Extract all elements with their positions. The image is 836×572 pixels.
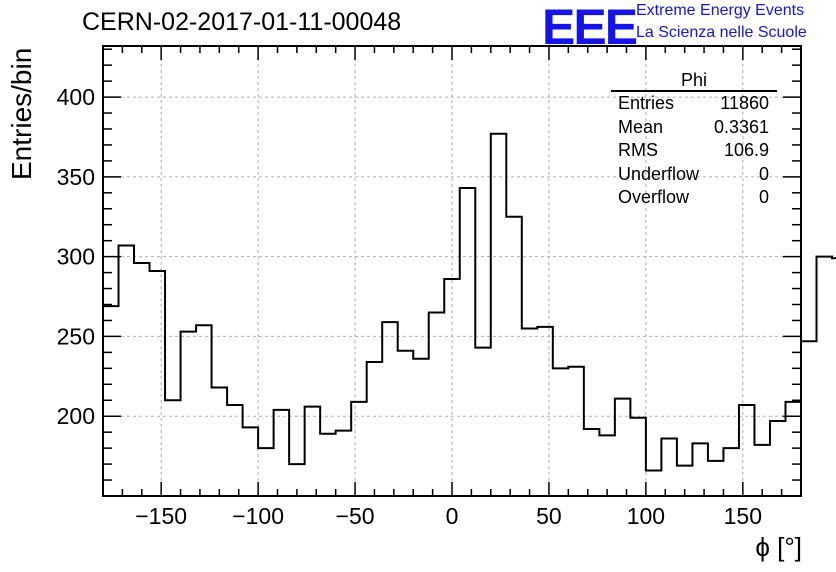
stats-row-entries: Entries 11860 — [611, 92, 777, 116]
stats-value: 0 — [758, 187, 769, 207]
histogram-bin — [150, 271, 166, 496]
histogram-bin — [475, 348, 491, 496]
y-tick-label: 200 — [57, 403, 95, 429]
histogram-bin — [817, 257, 833, 496]
histogram-bin — [227, 405, 243, 496]
histogram-bin — [584, 429, 600, 496]
histogram-bin — [165, 400, 181, 496]
x-tick-label: −150 — [135, 503, 187, 529]
stats-value: 106.9 — [723, 140, 769, 160]
histogram-bin — [336, 431, 352, 496]
stats-box: Phi Entries 11860 Mean 0.3361 RMS 106.9 … — [611, 70, 777, 210]
stats-row-rms: RMS 106.9 — [611, 139, 777, 163]
stats-value: 0.3361 — [713, 116, 769, 137]
stats-row-mean: Mean 0.3361 — [611, 116, 777, 140]
histogram-bin — [599, 435, 615, 496]
y-tick-label: 300 — [57, 244, 95, 270]
histogram-bin — [661, 439, 677, 496]
x-tick-label: 50 — [536, 503, 562, 529]
stats-label: RMS — [618, 140, 658, 160]
histogram-bin — [398, 351, 414, 496]
logo-line-1: Extreme Energy Events — [636, 2, 805, 19]
x-tick-label: 150 — [724, 503, 762, 529]
histogram-bin — [429, 312, 445, 496]
x-tick-label: 0 — [446, 503, 459, 529]
stats-label: Overflow — [618, 187, 690, 207]
histogram-bin — [491, 134, 507, 496]
eee-logo: EEE — [542, 0, 638, 55]
histogram-bin — [444, 279, 460, 496]
histogram-bin — [553, 368, 569, 496]
histogram-bin — [382, 322, 398, 496]
histogram-bin — [196, 325, 212, 496]
stats-value: 11860 — [720, 93, 769, 113]
histogram-bin — [708, 461, 724, 496]
histogram-bin — [506, 217, 522, 496]
histogram-bin — [832, 258, 836, 496]
stats-label: Mean — [618, 116, 664, 137]
x-tick-label: −100 — [232, 503, 284, 529]
y-tick-label: 350 — [57, 164, 95, 190]
histogram-bin — [460, 188, 476, 496]
histogram-bin — [413, 359, 429, 496]
histogram-bin — [274, 410, 290, 496]
x-axis-label: ϕ [°] — [755, 532, 802, 562]
histogram-step-line — [103, 132, 836, 472]
histogram-bin — [212, 387, 228, 496]
histogram-bin — [739, 405, 755, 496]
histogram-bin — [646, 470, 662, 496]
histogram-bin — [615, 399, 631, 496]
histogram-bin — [119, 245, 135, 496]
x-tick-label: −50 — [336, 503, 375, 529]
histogram-bin — [630, 418, 646, 496]
stats-row-overflow: Overflow 0 — [611, 186, 777, 210]
x-tick-label: 100 — [627, 503, 665, 529]
histogram-bin — [754, 445, 770, 496]
y-axis-label: Entries/bin — [6, 47, 37, 180]
histogram-bin — [537, 327, 553, 496]
histogram-bin — [103, 306, 119, 496]
stats-value: 0 — [758, 163, 769, 184]
histogram-bin — [243, 427, 259, 496]
run-title: CERN-02-2017-01-11-00048 — [82, 8, 402, 36]
stats-label: Entries — [618, 93, 675, 113]
stats-label: Underflow — [618, 163, 700, 184]
y-tick-label: 250 — [57, 323, 95, 349]
histogram-bin — [181, 332, 197, 496]
histogram-bin — [367, 362, 383, 496]
histogram-bin — [770, 421, 786, 496]
histogram-bin — [351, 402, 367, 496]
histogram-bin — [320, 434, 336, 496]
histogram-bin — [801, 341, 817, 496]
histogram-bin — [305, 407, 321, 496]
logo-line-2: La Scienza nelle Scuole — [636, 24, 807, 41]
histogram-bin — [522, 328, 538, 496]
histogram-bin — [692, 443, 708, 496]
histogram-bin — [568, 367, 584, 496]
histogram-bin — [134, 263, 150, 496]
stats-row-underflow: Underflow 0 — [611, 163, 777, 187]
y-tick-label: 400 — [57, 84, 95, 110]
histogram-bin — [723, 448, 739, 496]
stats-title: Phi — [611, 70, 777, 92]
histogram-bin — [258, 448, 274, 496]
